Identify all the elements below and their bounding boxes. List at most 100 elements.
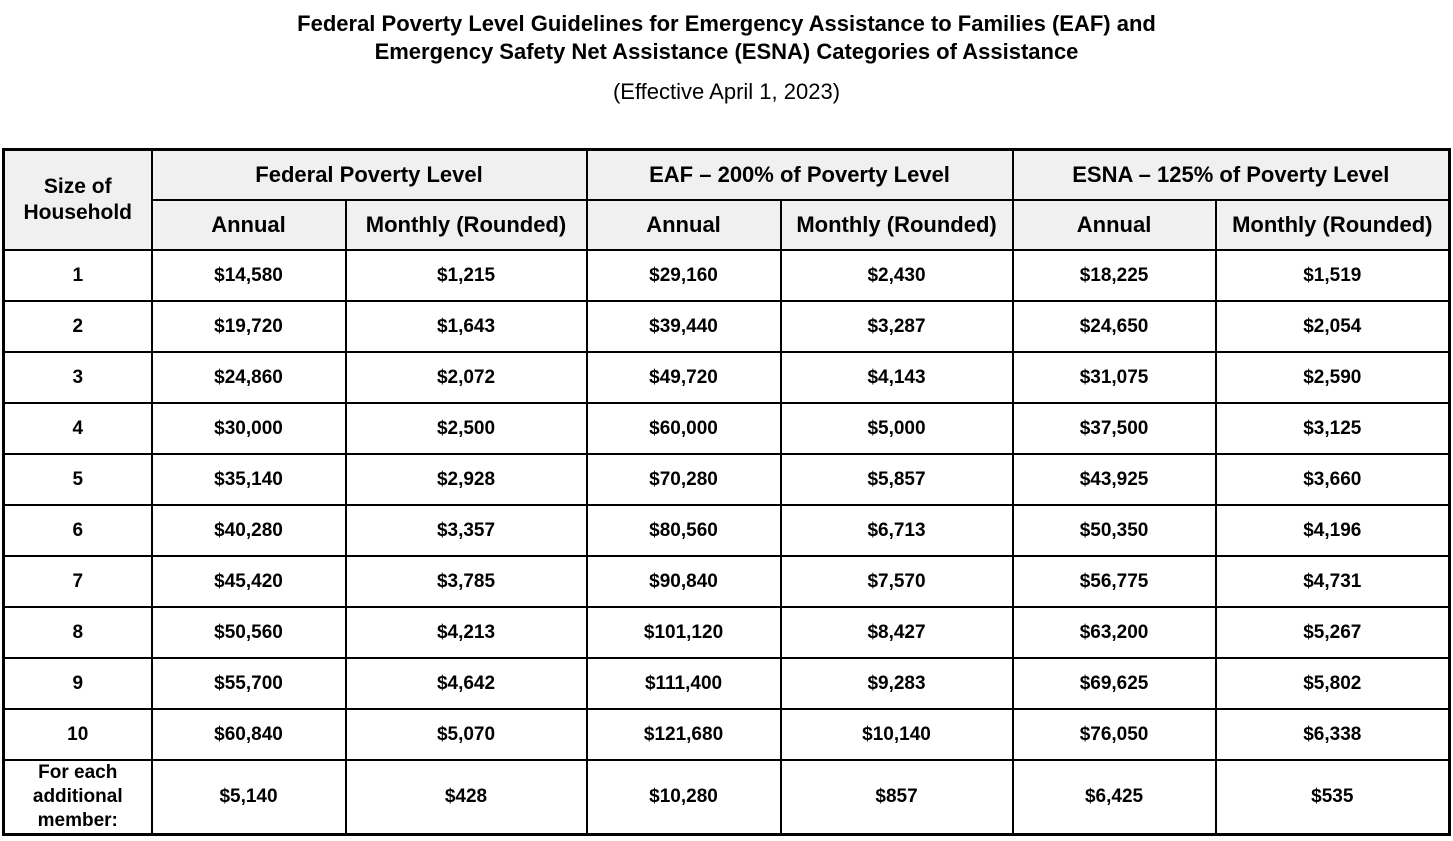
household-size-cell: 7: [2, 555, 153, 608]
group-header-fpl: Federal Poverty Level: [150, 148, 588, 201]
esna-monthly-cell: $5,802: [1214, 657, 1451, 710]
table-row: 1 $14,580 $1,215 $29,160 $2,430 $18,225 $1,519: [2, 249, 1451, 302]
table-header: Size of Household Federal Poverty Level …: [2, 148, 1451, 251]
title-line-1: Federal Poverty Level Guidelines for Eme…: [297, 11, 1156, 36]
esna-annual-header: Annual: [1011, 199, 1217, 251]
title-line-2: Emergency Safety Net Assistance (ESNA) C…: [374, 39, 1079, 64]
fpl-annual-header: Annual: [150, 199, 347, 251]
eaf-monthly-cell: $857: [779, 759, 1014, 836]
household-size-cell: 6: [2, 504, 153, 557]
fpl-annual-cell: $35,140: [150, 453, 347, 506]
esna-annual-cell: $24,650: [1011, 300, 1217, 353]
household-size-cell: 3: [2, 351, 153, 404]
eaf-annual-cell: $39,440: [585, 300, 782, 353]
esna-monthly-cell: $5,267: [1214, 606, 1451, 659]
esna-monthly-cell: $4,731: [1214, 555, 1451, 608]
additional-member-label: For each additional member:: [32, 762, 123, 831]
esna-annual-cell: $37,500: [1011, 402, 1217, 455]
eaf-monthly-header: Monthly (Rounded): [779, 199, 1014, 251]
eaf-annual-cell: $10,280: [585, 759, 782, 836]
fpl-annual-cell: $24,860: [150, 351, 347, 404]
header-row-columns: Annual Monthly (Rounded) Annual Monthly …: [4, 199, 1451, 251]
household-size-cell: 1: [2, 249, 153, 302]
table-row: 3 $24,860 $2,072 $49,720 $4,143 $31,075 $2,590: [2, 351, 1451, 404]
household-size-cell: 8: [2, 606, 153, 659]
fpl-monthly-cell: $3,357: [344, 504, 588, 557]
esna-annual-cell: $6,425: [1011, 759, 1217, 836]
fpl-monthly-cell: $2,072: [344, 351, 588, 404]
eaf-monthly-cell: $7,570: [779, 555, 1014, 608]
household-size-cell: 10: [2, 708, 153, 761]
table-row: 8 $50,560 $4,213 $101,120 $8,427 $63,200 $5,26…: [2, 606, 1451, 659]
fpl-annual-cell: $60,840: [150, 708, 347, 761]
group-header-eaf: EAF – 200% of Poverty Level: [585, 148, 1014, 201]
fpl-monthly-cell: $2,500: [344, 402, 588, 455]
eaf-monthly-cell: $8,427: [779, 606, 1014, 659]
eaf-annual-cell: $49,720: [585, 351, 782, 404]
fpl-annual-cell: $45,420: [150, 555, 347, 608]
eaf-monthly-cell: $5,857: [779, 453, 1014, 506]
fpl-annual-cell: $19,720: [150, 300, 347, 353]
fpl-annual-cell: $14,580: [150, 249, 347, 302]
fpl-monthly-cell: $5,070: [344, 708, 588, 761]
fpl-annual-cell: $50,560: [150, 606, 347, 659]
esna-monthly-cell: $2,054: [1214, 300, 1451, 353]
fpl-annual-cell: $30,000: [150, 402, 347, 455]
table-row: 9 $55,700 $4,642 $111,400 $9,283 $69,625 $5,80…: [2, 657, 1451, 710]
esna-annual-cell: $76,050: [1011, 708, 1217, 761]
esna-monthly-cell: $4,196: [1214, 504, 1451, 557]
fpl-annual-cell: $5,140: [150, 759, 347, 836]
eaf-annual-cell: $80,560: [585, 504, 782, 557]
eaf-monthly-cell: $10,140: [779, 708, 1014, 761]
eaf-annual-cell: $29,160: [585, 249, 782, 302]
table-row: 6 $40,280 $3,357 $80,560 $6,713 $50,350 $4,196: [2, 504, 1451, 557]
fpl-annual-cell: $40,280: [150, 504, 347, 557]
fpl-monthly-cell: $3,785: [344, 555, 588, 608]
table-row: 5 $35,140 $2,928 $70,280 $5,857 $43,925 $3,660: [2, 453, 1451, 506]
esna-monthly-cell: $3,125: [1214, 402, 1451, 455]
eaf-annual-cell: $90,840: [585, 555, 782, 608]
eaf-monthly-cell: $9,283: [779, 657, 1014, 710]
effective-date: (Effective April 1, 2023): [612, 79, 841, 104]
eaf-monthly-cell: $4,143: [779, 351, 1014, 404]
esna-annual-cell: $43,925: [1011, 453, 1217, 506]
esna-monthly-cell: $535: [1214, 759, 1451, 836]
table-row: 4 $30,000 $2,500 $60,000 $5,000 $37,500 $3,125: [2, 402, 1451, 455]
eaf-annual-cell: $70,280: [585, 453, 782, 506]
fpl-monthly-cell: $2,928: [344, 453, 588, 506]
esna-monthly-cell: $3,660: [1214, 453, 1451, 506]
eaf-monthly-cell: $5,000: [779, 402, 1014, 455]
household-size-cell: 2: [2, 300, 153, 353]
poverty-guidelines-table: Size of Household Federal Poverty Level …: [2, 148, 1452, 836]
fpl-monthly-cell: $4,642: [344, 657, 588, 710]
eaf-annual-cell: $111,400: [585, 657, 782, 710]
eaf-monthly-cell: $3,287: [779, 300, 1014, 353]
group-header-esna: ESNA – 125% of Poverty Level: [1011, 148, 1451, 201]
fpl-monthly-cell: $1,215: [344, 249, 588, 302]
size-of-household-header: Size of Household: [2, 148, 153, 251]
household-size-cell: 9: [2, 657, 153, 710]
fpl-annual-cell: $55,700: [150, 657, 347, 710]
esna-monthly-cell: $1,519: [1214, 249, 1451, 302]
eaf-annual-cell: $101,120: [585, 606, 782, 659]
esna-annual-cell: $56,775: [1011, 555, 1217, 608]
esna-monthly-header: Monthly (Rounded): [1214, 199, 1451, 251]
household-size-cell: 5: [2, 453, 153, 506]
esna-annual-cell: $69,625: [1011, 657, 1217, 710]
eaf-annual-cell: $121,680: [585, 708, 782, 761]
document-header: Federal Poverty Level Guidelines for Eme…: [0, 10, 1453, 106]
table-row: 10 $60,840 $5,070 $121,680 $10,140 $76,050 $6,…: [2, 708, 1451, 761]
household-size-cell: 4: [2, 402, 153, 455]
esna-annual-cell: $63,200: [1011, 606, 1217, 659]
fpl-monthly-header: Monthly (Rounded): [344, 199, 588, 251]
esna-monthly-cell: $2,590: [1214, 351, 1451, 404]
esna-annual-cell: $50,350: [1011, 504, 1217, 557]
fpl-monthly-cell: $428: [344, 759, 588, 836]
table-row: 2 $19,720 $1,643 $39,440 $3,287 $24,650 $2,054: [2, 300, 1451, 353]
esna-annual-cell: $31,075: [1011, 351, 1217, 404]
table-row: 7 $45,420 $3,785 $90,840 $7,570 $56,775 $4,731: [2, 555, 1451, 608]
eaf-annual-cell: $60,000: [585, 402, 782, 455]
table-row: For each additional member: $5,140 $428 $10…: [2, 759, 1451, 836]
header-row-groups: Size of Household Federal Poverty Level …: [2, 148, 1451, 251]
eaf-monthly-cell: $2,430: [779, 249, 1014, 302]
